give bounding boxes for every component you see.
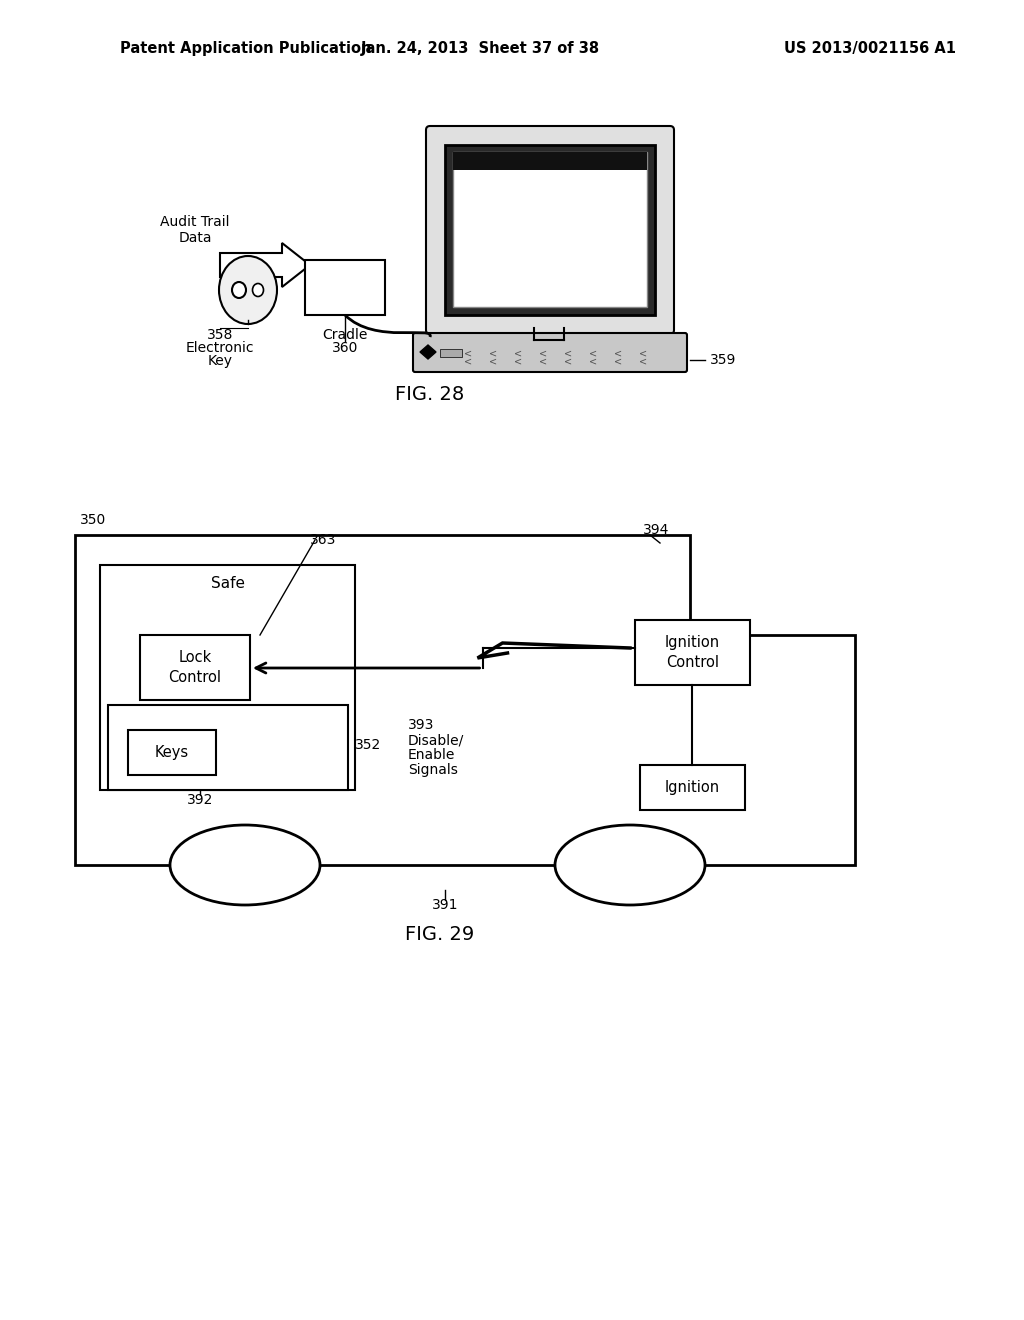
Text: Cradle: Cradle: [323, 327, 368, 342]
Text: Electronic: Electronic: [185, 341, 254, 355]
Text: Signals: Signals: [408, 763, 458, 777]
Ellipse shape: [253, 284, 263, 297]
Ellipse shape: [170, 825, 319, 906]
Text: 394: 394: [643, 523, 670, 537]
Bar: [640, 766, 745, 810]
Polygon shape: [420, 345, 436, 359]
Text: US 2013/0021156 A1: US 2013/0021156 A1: [784, 41, 956, 55]
Bar: [140, 635, 250, 700]
Bar: [128, 730, 216, 775]
Text: <: <: [539, 356, 547, 367]
Text: <: <: [464, 356, 472, 367]
Text: Keys: Keys: [155, 744, 189, 760]
Text: <: <: [539, 348, 547, 358]
Text: <: <: [514, 356, 522, 367]
Text: <: <: [614, 348, 622, 358]
Polygon shape: [220, 243, 310, 286]
Bar: [305, 260, 385, 315]
Text: <: <: [564, 348, 572, 358]
Text: 363: 363: [310, 533, 336, 546]
Text: Data: Data: [178, 231, 212, 246]
Text: 358: 358: [207, 327, 233, 342]
Bar: [108, 705, 348, 789]
Text: <: <: [589, 356, 597, 367]
Bar: [453, 152, 647, 308]
FancyBboxPatch shape: [426, 125, 674, 334]
Text: <: <: [488, 356, 497, 367]
Text: Control: Control: [169, 671, 221, 685]
Text: 393: 393: [408, 718, 434, 733]
FancyBboxPatch shape: [413, 333, 687, 372]
Text: 391: 391: [432, 898, 459, 912]
Text: <: <: [564, 356, 572, 367]
Text: <: <: [488, 348, 497, 358]
Polygon shape: [75, 535, 855, 865]
Text: 359: 359: [710, 352, 736, 367]
Text: 352: 352: [355, 738, 381, 752]
Ellipse shape: [555, 825, 705, 906]
Text: Lock: Lock: [178, 649, 212, 665]
Text: 360: 360: [332, 341, 358, 355]
Text: Disable/: Disable/: [408, 733, 464, 747]
Text: Jan. 24, 2013  Sheet 37 of 38: Jan. 24, 2013 Sheet 37 of 38: [360, 41, 600, 55]
Ellipse shape: [219, 256, 278, 323]
Text: Control: Control: [666, 655, 719, 671]
Text: <: <: [589, 348, 597, 358]
Text: Ignition: Ignition: [665, 780, 720, 795]
Bar: [445, 145, 655, 315]
Bar: [440, 348, 462, 356]
Text: 350: 350: [80, 513, 106, 527]
Text: Enable: Enable: [408, 748, 456, 762]
Text: <: <: [464, 348, 472, 358]
Text: Ignition: Ignition: [665, 635, 720, 649]
Bar: [635, 620, 750, 685]
Text: FIG. 28: FIG. 28: [395, 385, 465, 404]
Text: <: <: [514, 348, 522, 358]
Text: Audit Trail: Audit Trail: [160, 215, 229, 228]
Text: Safe: Safe: [211, 576, 245, 590]
Bar: [100, 565, 355, 789]
Text: 392: 392: [186, 793, 213, 807]
Text: <: <: [614, 356, 622, 367]
Text: <: <: [639, 356, 647, 367]
Text: Key: Key: [208, 354, 232, 368]
Text: FIG. 29: FIG. 29: [406, 925, 475, 945]
Bar: [453, 152, 647, 170]
Text: Patent Application Publication: Patent Application Publication: [120, 41, 372, 55]
Text: <: <: [639, 348, 647, 358]
Ellipse shape: [232, 282, 246, 298]
